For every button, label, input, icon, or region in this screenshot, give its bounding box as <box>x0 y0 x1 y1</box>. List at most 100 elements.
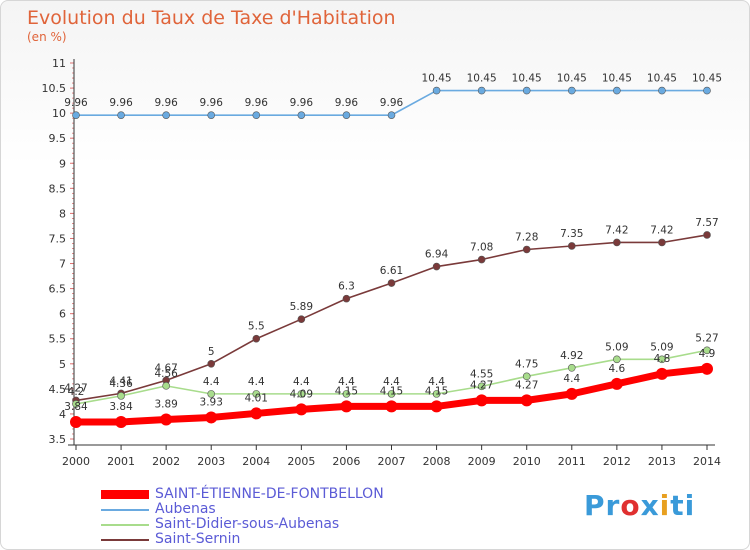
data-label: 9.96 <box>380 97 404 109</box>
data-label: 10.45 <box>467 73 497 85</box>
data-label: 4.27 <box>64 382 87 394</box>
data-point <box>162 111 170 119</box>
data-label: 9.96 <box>64 97 88 109</box>
data-point <box>613 86 621 95</box>
legend-item: SAINT-ÉTIENNE-DE-FONTBELLON <box>101 487 384 502</box>
data-point <box>205 411 218 424</box>
x-tick-label: 2008 <box>423 455 451 468</box>
x-tick-label: 2009 <box>468 455 496 468</box>
data-point <box>117 392 125 400</box>
legend-item: Aubenas <box>101 502 384 517</box>
data-label: 4.6 <box>609 363 626 375</box>
data-label: 3.93 <box>200 396 223 408</box>
data-point <box>477 382 486 391</box>
data-point <box>432 390 441 398</box>
data-label: 3.89 <box>154 398 177 410</box>
x-tick-label: 2012 <box>603 455 631 468</box>
data-point <box>70 415 82 428</box>
x-tick-label: 2014 <box>693 455 721 468</box>
data-label: 4.27 <box>470 379 493 391</box>
data-label: 5.09 <box>650 341 673 353</box>
legend-swatch <box>101 538 149 541</box>
data-point <box>613 238 621 247</box>
data-point <box>432 86 441 95</box>
y-tick-label: 10 <box>52 107 66 120</box>
data-label: 4.2 <box>68 386 85 398</box>
x-tick-label: 2002 <box>152 455 180 468</box>
data-label: 5 <box>208 346 215 358</box>
data-point <box>522 372 531 381</box>
data-point <box>387 279 396 287</box>
data-point <box>295 403 308 416</box>
data-point <box>432 262 441 271</box>
data-point <box>160 413 173 426</box>
data-label: 9.96 <box>335 97 359 109</box>
data-label: 3.84 <box>109 401 133 413</box>
x-tick-label: 2000 <box>62 455 90 468</box>
legend-label: Aubenas <box>155 501 216 517</box>
y-tick-label: 9 <box>59 157 66 170</box>
data-point <box>522 86 531 95</box>
data-label: 4.75 <box>515 358 538 370</box>
data-point <box>655 367 668 380</box>
data-label: 4.01 <box>245 392 268 404</box>
y-tick-label: 8 <box>59 207 66 220</box>
x-tick-label: 2003 <box>197 455 225 468</box>
series-layer <box>70 86 713 428</box>
data-point <box>703 231 711 239</box>
data-label: 5.89 <box>290 301 313 313</box>
data-label: 6.61 <box>380 265 403 277</box>
data-point <box>387 390 396 398</box>
y-tick-label: 10.5 <box>42 82 67 95</box>
data-label: 10.45 <box>647 73 677 85</box>
data-label: 10.45 <box>602 73 632 85</box>
y-tick-label: 4.5 <box>49 383 67 396</box>
x-tick-label: 2006 <box>332 455 360 468</box>
data-label: 3.84 <box>64 401 88 413</box>
data-point <box>117 111 125 119</box>
data-label: 7.42 <box>605 224 628 236</box>
x-tick-label: 2001 <box>107 455 135 468</box>
data-point <box>297 390 306 398</box>
data-point <box>658 86 666 95</box>
x-tick-label: 2005 <box>287 455 315 468</box>
data-point <box>340 400 353 413</box>
data-point <box>297 315 306 323</box>
chart-subtitle: (en %) <box>27 30 67 44</box>
data-label: 4.92 <box>560 350 583 362</box>
data-point <box>658 355 666 364</box>
data-label: 10.45 <box>512 73 542 85</box>
y-tick-label: 6.5 <box>49 283 67 296</box>
data-label: 4.56 <box>154 368 178 380</box>
data-point <box>477 255 486 264</box>
data-point <box>342 111 351 119</box>
data-label: 7.57 <box>695 217 718 229</box>
data-point <box>297 111 306 119</box>
data-point <box>115 415 128 428</box>
data-point <box>252 334 261 343</box>
data-point <box>567 86 576 95</box>
data-point <box>162 382 170 390</box>
legend-swatch <box>101 490 149 499</box>
data-label: 9.96 <box>109 97 133 109</box>
y-tick-label: 4 <box>59 408 66 421</box>
data-label: 4.4 <box>248 376 265 388</box>
series-1 <box>72 86 711 119</box>
data-label: 6.94 <box>425 249 449 261</box>
label-layer: 3.84 3.84 3.89 3.93 4.01 4.09 4.15 4.15 4.154.27… <box>64 73 722 413</box>
data-label: 4.15 <box>425 385 448 397</box>
data-label: 4.4 <box>383 376 400 388</box>
data-point <box>701 362 713 375</box>
data-label: 10.45 <box>692 73 722 85</box>
y-tick-label: 7.5 <box>49 232 67 245</box>
data-label: 7.08 <box>470 242 493 254</box>
data-point <box>703 86 711 95</box>
data-label: 9.96 <box>245 97 269 109</box>
data-point <box>658 238 666 247</box>
data-label: 4.4 <box>563 373 580 385</box>
data-point <box>430 400 443 413</box>
data-point <box>207 390 216 398</box>
y-tick-label: 11 <box>52 57 66 70</box>
data-point <box>72 400 80 408</box>
